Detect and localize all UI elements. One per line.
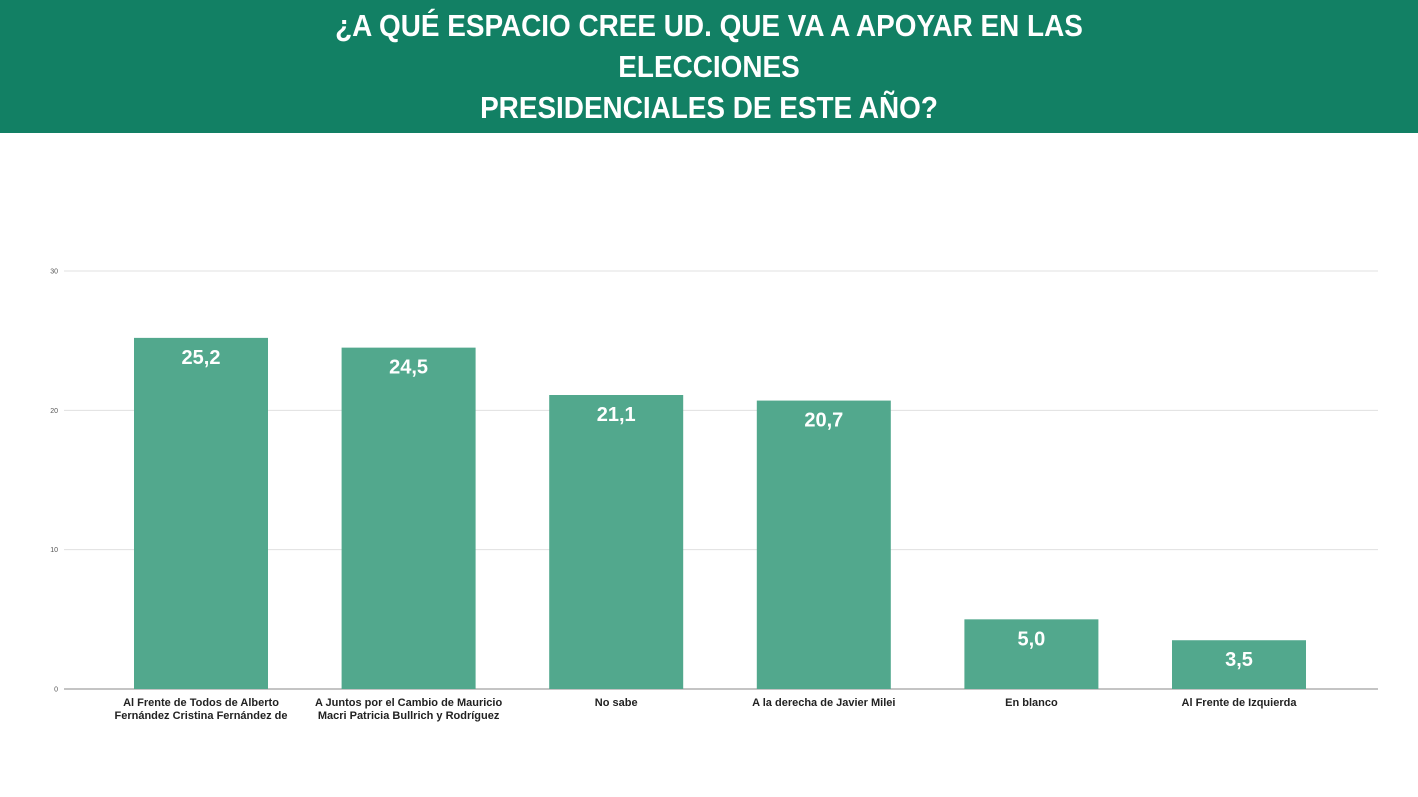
- bar-value-label: 25,2: [182, 347, 221, 369]
- y-tick-label: 20: [50, 408, 58, 415]
- bar: [134, 337, 268, 689]
- x-category-label: A la derecha de Javier Milei: [752, 697, 895, 709]
- bar: [549, 395, 684, 689]
- y-tick-label: 0: [54, 687, 58, 694]
- bar: [1172, 640, 1306, 689]
- bar: [756, 400, 891, 689]
- chart-title-line-1: ¿A QUÉ ESPACIO CREE UD. QUE VA A APOYAR …: [335, 8, 1083, 84]
- bars: [134, 337, 1306, 689]
- x-category-label: Al Frente de Todos de Alberto Fernández C…: [115, 697, 288, 722]
- bar-value-label: 5,0: [1017, 628, 1045, 650]
- y-tick-label: 10: [50, 547, 58, 554]
- y-tick-label: 30: [50, 269, 58, 276]
- chart-title-line-2: PRESIDENCIALES DE ESTE AÑO?: [480, 90, 938, 125]
- bar-value-label: 21,1: [597, 404, 636, 426]
- chart-title: ¿A QUÉ ESPACIO CREE UD. QUE VA A APOYAR …: [259, 5, 1159, 128]
- bar: [341, 347, 476, 689]
- x-category-label: Al Frente de Izquierda: [1182, 697, 1298, 709]
- bar: [964, 619, 1099, 689]
- x-category-label: En blanco: [1005, 697, 1058, 709]
- x-category-label: No sabe: [595, 697, 638, 709]
- chart-area: 0 10 20 30 25,2 Al Frente de Todos de Alberto…: [0, 133, 1418, 797]
- bar-value-label: 24,5: [389, 357, 428, 379]
- labels: 0 10 20 30 25,2 Al Frente de Todos de Alberto…: [50, 269, 1297, 723]
- bar-value-label: 3,5: [1225, 649, 1253, 671]
- bar-value-label: 20,7: [804, 410, 843, 432]
- gridlines: [64, 270, 1378, 690]
- x-category-label: A Juntos por el Cambio de Mauricio Macri …: [315, 697, 503, 722]
- bar-chart: 0 10 20 30 25,2 Al Frente de Todos de Alberto…: [50, 269, 1378, 723]
- title-banner: ¿A QUÉ ESPACIO CREE UD. QUE VA A APOYAR …: [0, 0, 1418, 133]
